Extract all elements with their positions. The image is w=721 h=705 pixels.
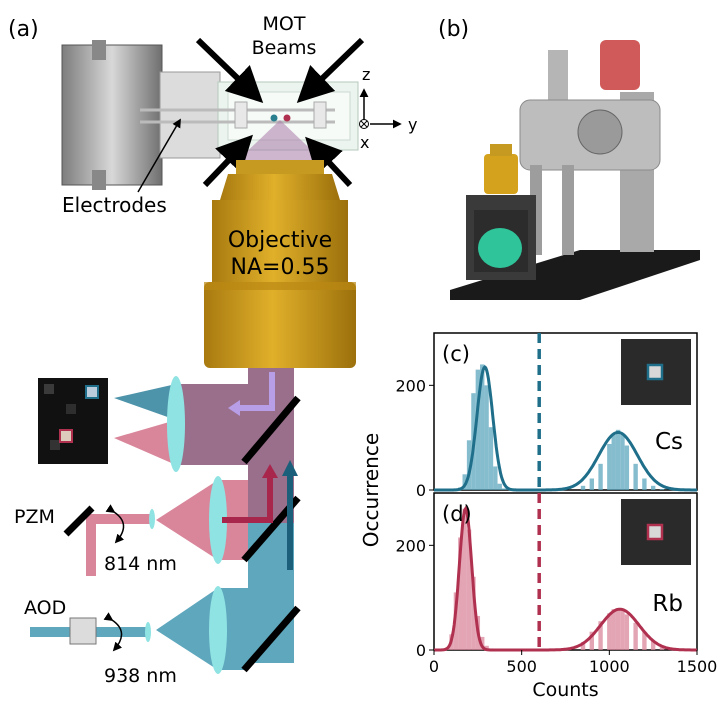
panel-c-bar	[624, 445, 630, 490]
panel-d-bar	[580, 642, 586, 650]
panel-d-bar	[624, 614, 630, 650]
pzm-rotation-arrow	[105, 504, 125, 544]
aod-rotation-arrow	[103, 612, 123, 652]
panel-d-xtick-label: 1000	[589, 657, 630, 676]
panel-d-xtick-label: 500	[506, 657, 537, 676]
camera-image	[38, 378, 108, 464]
panel-d-ytick-label: 200	[395, 536, 426, 555]
panel-d-xtick-label: 1500	[677, 657, 718, 676]
collection-cone	[236, 120, 324, 162]
label-938nm: 938 nm	[104, 665, 177, 687]
histogram-charts: 0 200 (c) Cs 0 200 (d) Rb 0 500 1000 1500 Counts Occu…	[359, 332, 718, 701]
panel-d-bar	[466, 529, 472, 650]
axis-z-label: z	[362, 65, 370, 84]
apparatus-render	[450, 40, 700, 300]
panel-c-bar	[659, 488, 665, 490]
panel-d-bar	[471, 576, 476, 650]
y-axis-label: Occurrence	[359, 433, 383, 547]
panel-d-bar	[607, 613, 612, 650]
panel-c-bar	[484, 385, 489, 490]
panel-d-bar	[659, 645, 665, 650]
axis-y-label: y	[408, 115, 417, 134]
objective-lens	[204, 160, 356, 368]
panel-d-bar	[484, 645, 489, 650]
x-axis-label: Counts	[532, 679, 598, 701]
panel-d-xtick-label: 0	[429, 657, 439, 676]
electrodes-pointer	[137, 118, 181, 193]
panel-d-label: (d)	[442, 502, 472, 526]
panel-d-bar	[589, 631, 594, 650]
electrodes-label: Electrodes	[62, 193, 167, 217]
panel-c-bar	[466, 440, 472, 490]
panel-d-bar	[633, 622, 638, 650]
panel-d-inset-roi	[646, 523, 664, 541]
panel-d-ytick-label: 0	[416, 641, 426, 660]
panel-c-bar	[611, 435, 616, 490]
panel-d-species-label: Rb	[652, 591, 683, 617]
panel-d-bar	[611, 609, 616, 650]
panel-c-bar	[607, 443, 612, 490]
mot-label: MOT	[263, 13, 306, 35]
panel-d-bar	[620, 610, 625, 650]
panel-c-fit-curve	[434, 364, 697, 492]
panel-d-bar	[615, 608, 621, 650]
panel-d-bar	[650, 640, 656, 650]
panel-c-bar	[501, 488, 507, 490]
panel-d-bar	[462, 508, 467, 650]
aod-crystal	[69, 617, 97, 645]
panel-c-species-label: Cs	[655, 429, 683, 455]
panel-c-bar	[475, 369, 481, 490]
panel-c-bar	[642, 478, 647, 490]
mot-beam-arrows	[195, 37, 365, 188]
objective-label: Objective	[228, 228, 332, 253]
panel-c-ytick-label: 0	[416, 481, 426, 500]
label-814nm: 814 nm	[104, 553, 177, 575]
panel-d-bar	[642, 631, 647, 650]
panel-c-ytick-label: 200	[395, 376, 426, 395]
pzm-label: PZM	[14, 506, 55, 528]
objective-na-label: NA=0.55	[231, 255, 330, 280]
panel-c-bar	[480, 364, 485, 490]
panel-d-bar	[598, 621, 603, 650]
panel-a-label: (a)	[8, 17, 39, 42]
lenses	[145, 376, 227, 674]
panel-c-label: (c)	[442, 342, 470, 366]
panel-c-bar	[497, 483, 502, 490]
panel-d-fit-curve	[434, 505, 697, 652]
panel-d-bar	[458, 537, 463, 650]
panel-c-bar	[620, 435, 625, 490]
panel-c-bar	[488, 427, 494, 490]
panel-c-bar	[615, 429, 621, 490]
panel-c-bar	[580, 485, 586, 490]
beams-label: Beams	[252, 37, 317, 59]
aod-label: AOD	[24, 597, 66, 619]
panel-c-inset-roi	[646, 363, 664, 381]
panel-c-bar	[633, 463, 638, 490]
panel-c-bar	[493, 466, 498, 490]
panel-c-bar	[650, 485, 656, 490]
beam-direction-arrows	[222, 372, 298, 570]
panel-c-bar	[589, 478, 594, 490]
axis-x-label: x	[360, 133, 369, 152]
panel-c-bar	[598, 463, 603, 490]
panel-b-label: (b)	[438, 17, 469, 42]
axis-triad	[359, 88, 402, 129]
